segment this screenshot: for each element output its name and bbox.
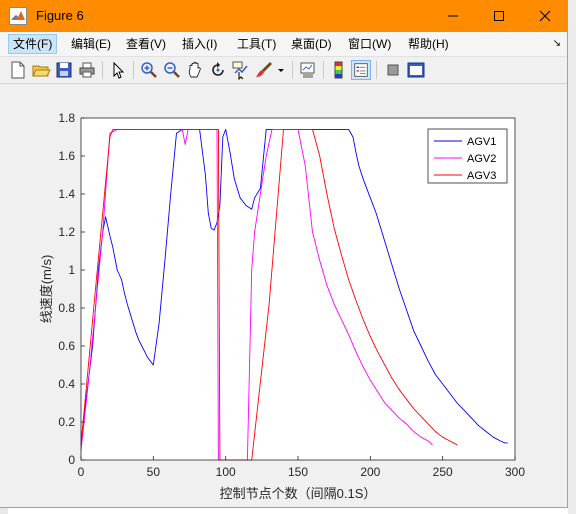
minimize-button[interactable]	[430, 0, 476, 32]
menu-desktop[interactable]: 桌面(D)	[291, 37, 332, 51]
x-tick-label: 250	[433, 465, 453, 479]
y-tick-label: 1.8	[58, 111, 75, 125]
menu-tools[interactable]: 工具(T)	[237, 37, 277, 51]
toolbar-separator	[376, 61, 377, 79]
legend-icon[interactable]	[351, 60, 371, 80]
menu-insert[interactable]: 插入(I)	[182, 37, 218, 51]
window-title: Figure 6	[36, 8, 84, 23]
x-tick-label: 50	[147, 465, 161, 479]
menu-overflow-arrow[interactable]: ↘	[552, 38, 561, 49]
zoom-in-icon[interactable]	[139, 60, 159, 80]
figure-toolbar	[0, 56, 567, 84]
y-tick-label: 0.6	[58, 339, 75, 353]
series-layer	[80, 128, 508, 461]
hide-plot-tools-icon[interactable]	[383, 60, 403, 80]
menu-window[interactable]: 窗口(W)	[348, 37, 392, 51]
line-chart[interactable]: 0 50 100 150 200 250 300 0 0.2 0.4 0.6 0.8 1 1.2 1.4 1.…	[1, 85, 567, 507]
menu-view[interactable]: 查看(V)	[126, 37, 166, 51]
desktop-background-right	[568, 0, 576, 514]
zoom-out-icon[interactable]	[162, 60, 182, 80]
title-bar[interactable]: Figure 6	[0, 0, 567, 32]
x-tick-label: 100	[216, 465, 236, 479]
figure-canvas: 0 50 100 150 200 250 300 0 0.2 0.4 0.6 0.8 1 1.2 1.4 1.…	[1, 85, 567, 507]
toolbar-separator	[133, 61, 134, 79]
y-tick-label: 1	[68, 263, 75, 277]
link-plot-icon[interactable]	[298, 60, 318, 80]
open-file-icon[interactable]	[31, 60, 51, 80]
y-tick-label: 1.6	[58, 149, 75, 163]
close-button[interactable]	[522, 0, 567, 32]
x-tick-label: 200	[360, 465, 380, 479]
data-cursor-icon[interactable]	[231, 60, 251, 80]
minimize-icon	[448, 15, 458, 17]
maximize-icon	[494, 11, 504, 21]
menu-bar: 文件(F) 编辑(E) 查看(V) 插入(I) 工具(T) 桌面(D) 窗口(W…	[0, 32, 567, 56]
y-tick-label: 1.4	[58, 187, 75, 201]
save-icon[interactable]	[54, 60, 74, 80]
y-tick-label: 0.4	[58, 377, 75, 391]
maximize-button[interactable]	[476, 0, 522, 32]
series-line-agv3[interactable]	[80, 128, 458, 461]
close-icon	[539, 10, 551, 22]
x-tick-label: 0	[78, 465, 85, 479]
toolbar-separator	[292, 61, 293, 79]
y-tick-label: 1.2	[58, 225, 75, 239]
rotate-3d-icon[interactable]	[208, 60, 228, 80]
menu-edit[interactable]: 编辑(E)	[71, 37, 111, 51]
x-axis-label: 控制节点个数（间隔0.1S）	[220, 486, 377, 501]
legend-label-agv3: AGV3	[467, 170, 496, 182]
y-tick-label: 0.8	[58, 301, 75, 315]
new-figure-icon[interactable]	[8, 60, 28, 80]
brush-icon[interactable]	[254, 60, 274, 80]
legend-label-agv1: AGV1	[467, 136, 496, 148]
tick-layer: 0 50 100 150 200 250 300 0 0.2 0.4 0.6 0.8 1 1.2 1.4 1.…	[58, 111, 525, 479]
print-icon[interactable]	[77, 60, 97, 80]
menu-help[interactable]: 帮助(H)	[408, 37, 449, 51]
show-plot-tools-icon[interactable]	[406, 60, 426, 80]
series-line-agv1[interactable]	[80, 128, 508, 444]
x-tick-label: 150	[288, 465, 308, 479]
toolbar-separator	[102, 61, 103, 79]
y-tick-label: 0.2	[58, 415, 75, 429]
pointer-icon[interactable]	[108, 60, 128, 80]
legend-box	[427, 128, 508, 184]
y-tick-label: 0	[68, 453, 75, 467]
x-tick-label: 300	[505, 465, 525, 479]
matlab-icon	[9, 7, 27, 25]
legend[interactable]: AGV1 AGV2 AGV3	[427, 128, 508, 184]
figure-window: Figure 6 文件(F) 编辑(E) 查看(V) 插入(I) 工具(T) 桌…	[0, 0, 568, 508]
toolbar-separator	[323, 61, 324, 79]
pan-icon[interactable]	[185, 60, 205, 80]
colorbar-icon[interactable]	[329, 60, 349, 80]
y-axis-label: 线速度(m/s)	[39, 255, 54, 324]
menu-file[interactable]: 文件(F)	[8, 34, 58, 54]
legend-label-agv2: AGV2	[467, 153, 496, 165]
brush-dropdown-icon[interactable]	[276, 60, 286, 80]
